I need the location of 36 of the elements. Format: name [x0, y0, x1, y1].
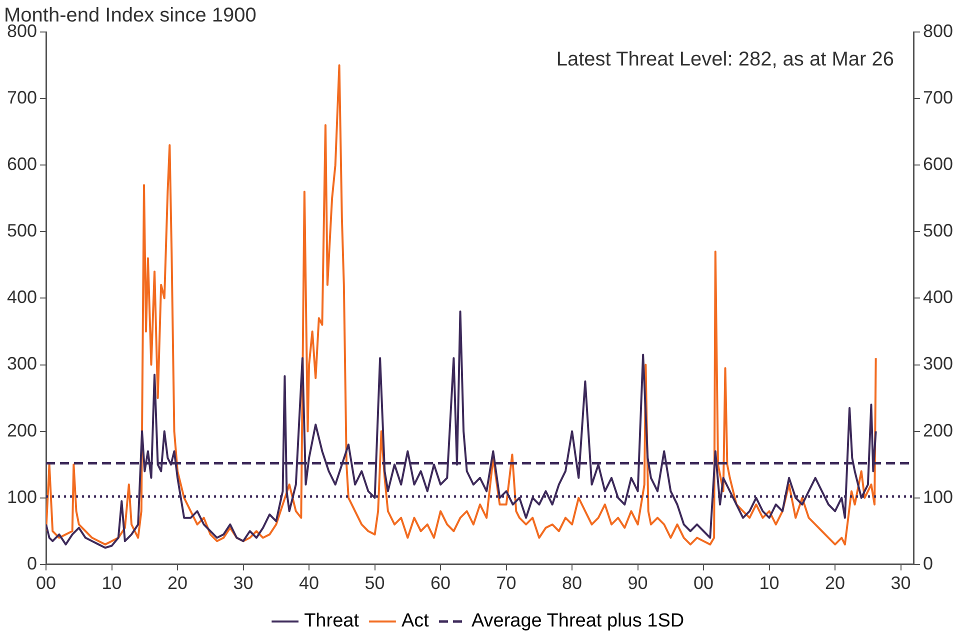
y2-tick-label: 200	[922, 420, 954, 440]
x-tick-label: 20	[825, 573, 846, 594]
x-tick-label: 20	[168, 573, 188, 594]
legend-label: Act	[401, 610, 430, 632]
y-tick-label: 200	[6, 420, 38, 440]
x-tick-label: 10	[759, 573, 780, 594]
x-tick-label: 00	[36, 573, 56, 594]
legend-label: Threat	[304, 610, 360, 632]
y-tick-label: 300	[6, 354, 38, 374]
y-tick-label: 100	[6, 486, 38, 507]
x-tick-label: 60	[430, 573, 451, 594]
legend-label: Average Threat plus 1SD	[471, 610, 684, 632]
x-tick-label: 80	[562, 573, 582, 594]
y-tick-label: 500	[6, 220, 38, 241]
y2-tick-label: 800	[922, 20, 954, 41]
y2-tick-label: 500	[922, 220, 954, 241]
x-tick-label: 40	[299, 573, 320, 594]
y-tick-label: 800	[6, 20, 38, 41]
y2-tick-label: 400	[922, 287, 954, 308]
x-tick-label: 50	[364, 573, 385, 594]
y-tick-label: 400	[6, 287, 38, 308]
y2-tick-label: 0	[922, 553, 933, 574]
y2-tick-label: 300	[922, 354, 954, 374]
y-tick-label: 600	[6, 154, 38, 174]
x-tick-label: 00	[694, 573, 714, 594]
x-tick-label: 10	[102, 573, 122, 594]
y-tick-label: 700	[6, 88, 38, 108]
y2-tick-label: 700	[922, 88, 954, 108]
x-tick-label: 70	[496, 573, 516, 594]
x-tick-label: 90	[628, 573, 648, 594]
x-tick-label: 30	[233, 573, 254, 594]
y2-tick-label: 100	[922, 486, 954, 507]
y2-tick-label: 600	[922, 154, 954, 174]
y-tick-label: 0	[27, 553, 38, 574]
annotation: Latest Threat Level: 282, as at Mar 26	[556, 48, 894, 71]
x-tick-label: 30	[890, 573, 911, 594]
